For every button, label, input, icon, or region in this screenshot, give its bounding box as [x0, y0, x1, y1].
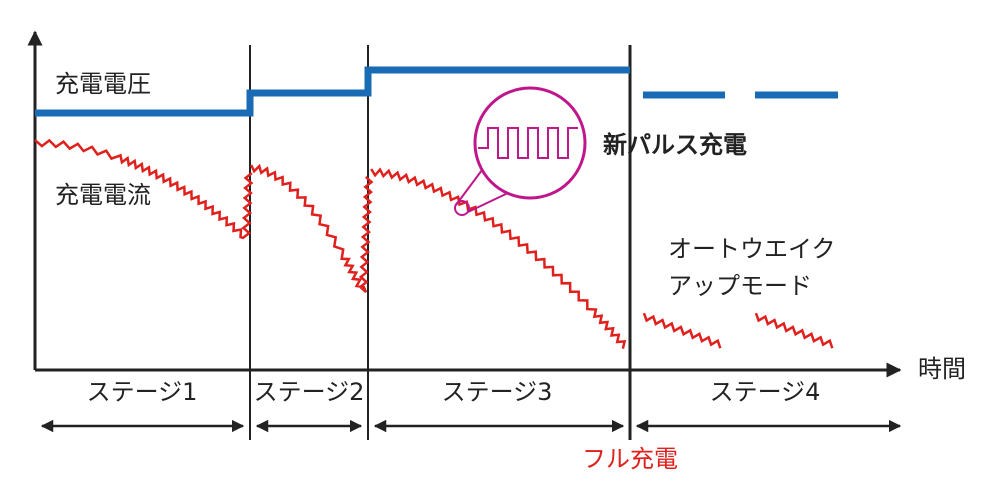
stage-label: ステージ2	[254, 378, 365, 406]
current-line	[250, 163, 374, 294]
current-label: 充電電流	[55, 181, 151, 209]
stage-label: ステージ3	[442, 378, 553, 406]
pulse-wave	[478, 127, 578, 159]
stage-label: ステージ4	[710, 378, 821, 406]
magnifier-line	[467, 192, 509, 213]
current-line	[642, 312, 722, 349]
magnifier	[473, 86, 587, 200]
auto-wake-label: アップモード	[668, 272, 812, 300]
current-line	[34, 138, 254, 240]
current-line	[754, 312, 834, 349]
auto-wake-label: オートウエイク	[668, 235, 836, 263]
pulse-label: 新パルス充電	[603, 131, 747, 159]
stage-label: ステージ1	[87, 378, 198, 406]
voltage-label: 充電電圧	[55, 70, 151, 98]
voltage-line	[35, 66, 630, 117]
current-line	[370, 167, 627, 349]
current-lines	[34, 138, 834, 349]
magnifier-spot	[454, 200, 470, 216]
time-label: 時間	[918, 355, 966, 383]
magnifier-line	[455, 169, 483, 206]
full-charge-label: フル充電	[582, 445, 678, 473]
